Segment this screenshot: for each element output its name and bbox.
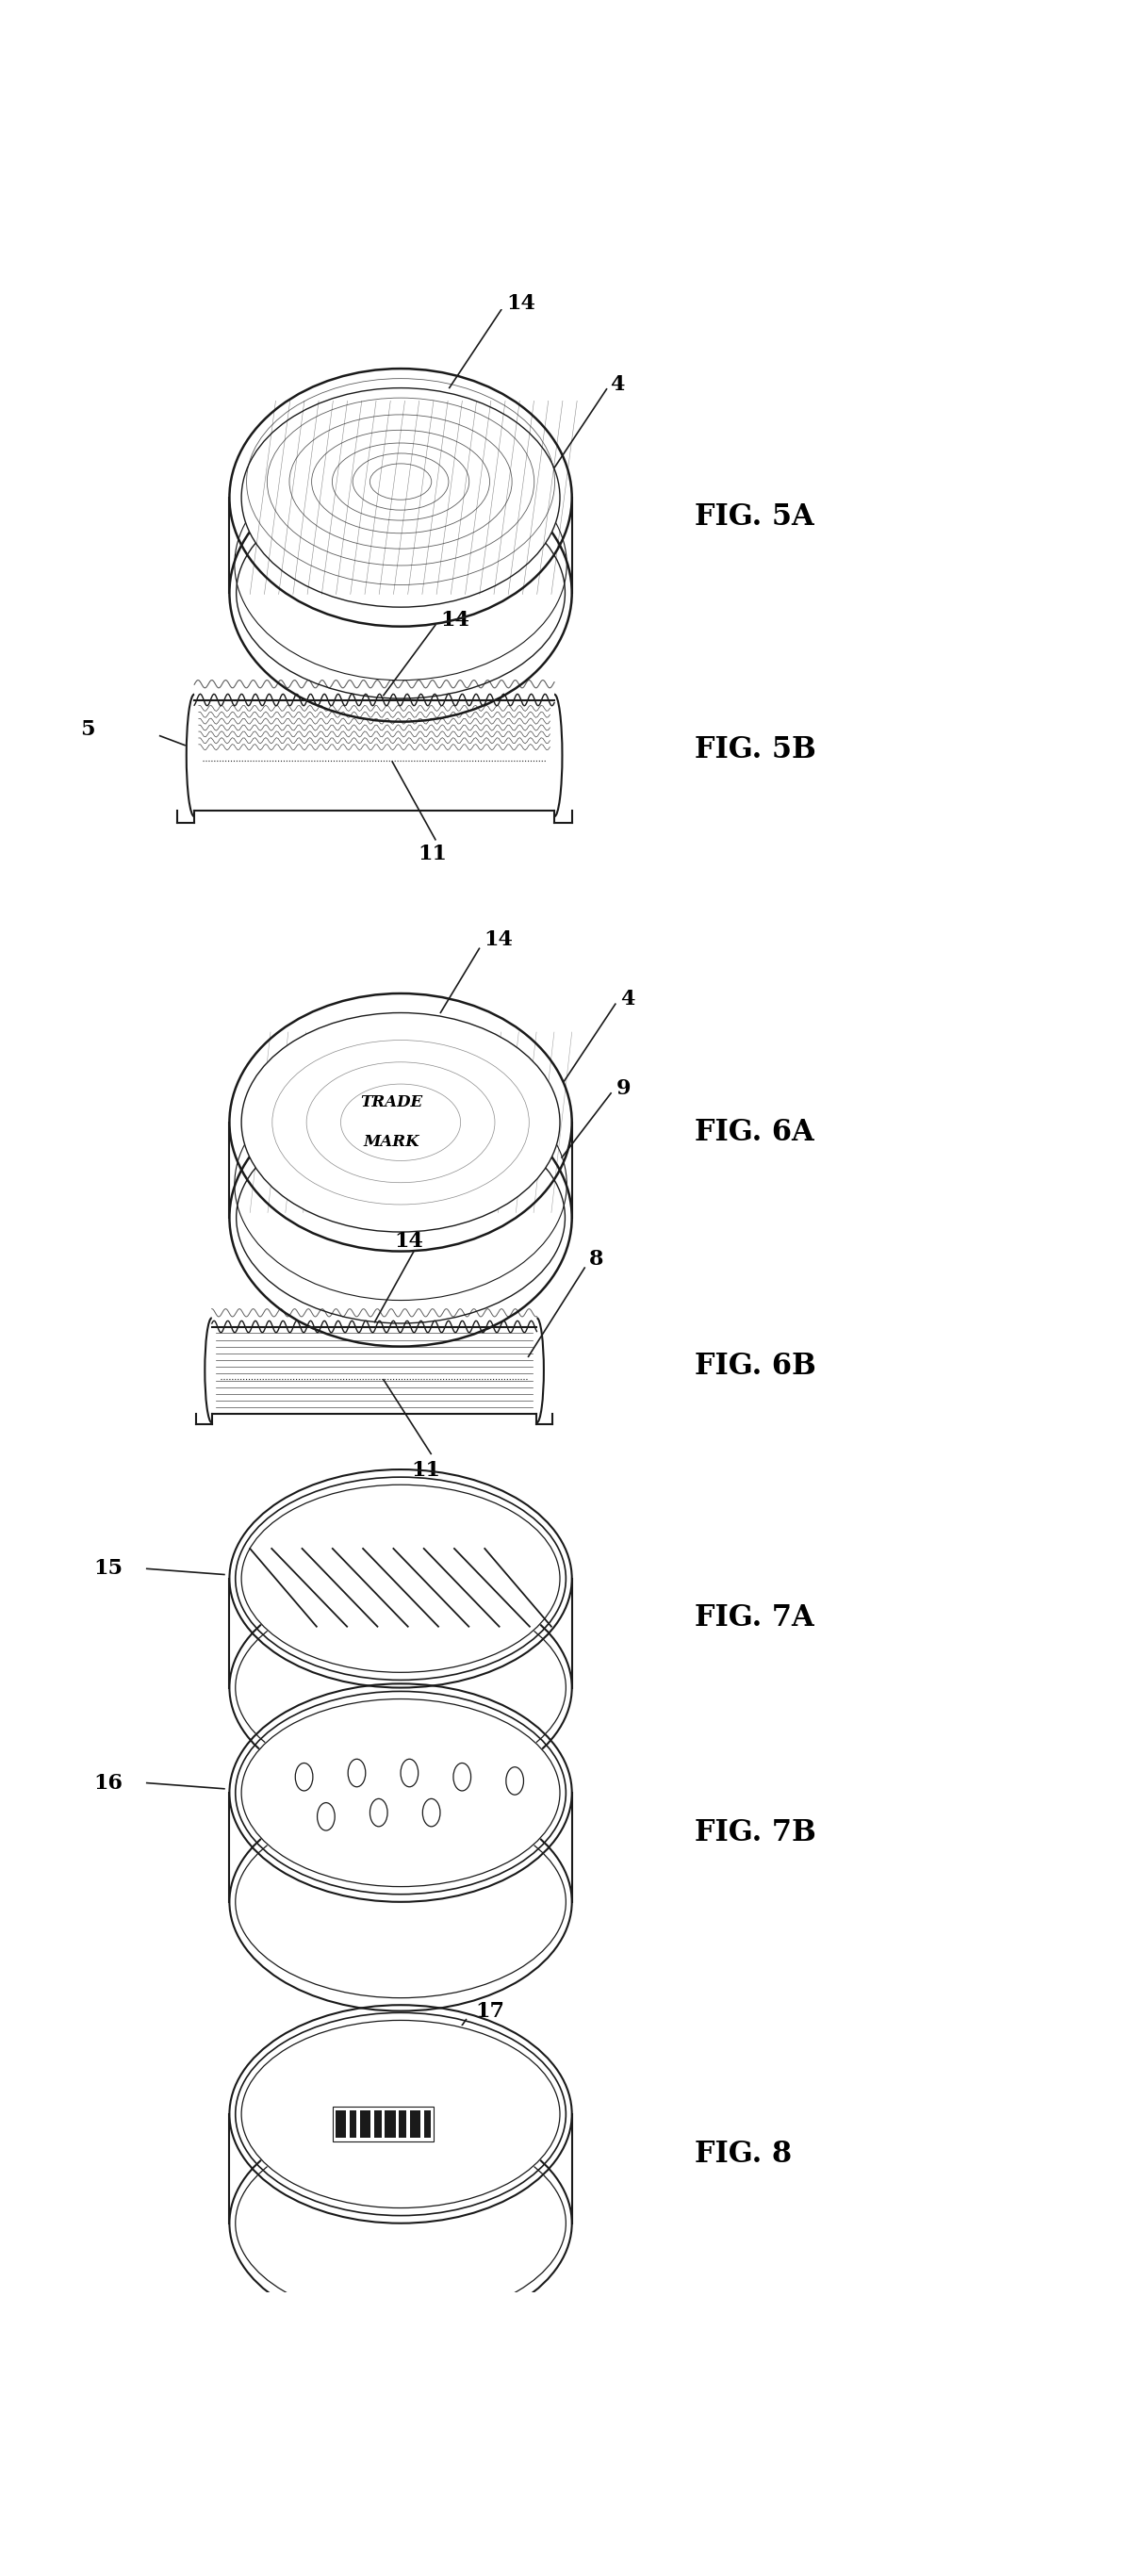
Text: 14: 14 <box>484 930 513 951</box>
Ellipse shape <box>241 389 560 608</box>
Text: 8: 8 <box>589 1249 604 1270</box>
Bar <box>335 2110 346 2138</box>
Bar <box>360 2110 370 2138</box>
Bar <box>424 2110 431 2138</box>
Text: 9: 9 <box>616 1079 630 1100</box>
Ellipse shape <box>241 2017 560 2210</box>
Text: 17: 17 <box>476 2002 504 2022</box>
Bar <box>410 2110 420 2138</box>
Text: 5: 5 <box>80 719 95 739</box>
Text: FIG. 7B: FIG. 7B <box>695 1819 816 1847</box>
Ellipse shape <box>241 1698 560 1888</box>
Ellipse shape <box>241 1484 560 1674</box>
Bar <box>349 2110 357 2138</box>
Ellipse shape <box>241 1012 560 1231</box>
Text: FIG. 8: FIG. 8 <box>695 2138 792 2169</box>
Text: 14: 14 <box>394 1231 424 1252</box>
Text: 15: 15 <box>93 1558 122 1579</box>
Text: 4: 4 <box>620 989 634 1010</box>
Text: 11: 11 <box>411 1461 441 1481</box>
Text: TRADE: TRADE <box>360 1095 423 1110</box>
Bar <box>333 2107 434 2141</box>
Text: FIG. 5B: FIG. 5B <box>695 734 816 765</box>
Bar <box>399 2110 406 2138</box>
Text: 16: 16 <box>93 1772 122 1793</box>
Bar <box>385 2110 395 2138</box>
Bar <box>374 2110 382 2138</box>
Text: 14: 14 <box>506 294 535 314</box>
Text: FIG. 7A: FIG. 7A <box>695 1605 815 1633</box>
Text: 14: 14 <box>440 611 469 631</box>
Text: MARK: MARK <box>364 1133 420 1151</box>
Text: FIG. 6A: FIG. 6A <box>695 1118 815 1146</box>
Text: 11: 11 <box>418 845 448 866</box>
Text: 4: 4 <box>610 374 624 394</box>
Text: FIG. 6B: FIG. 6B <box>695 1352 816 1381</box>
Text: FIG. 5A: FIG. 5A <box>695 502 815 533</box>
